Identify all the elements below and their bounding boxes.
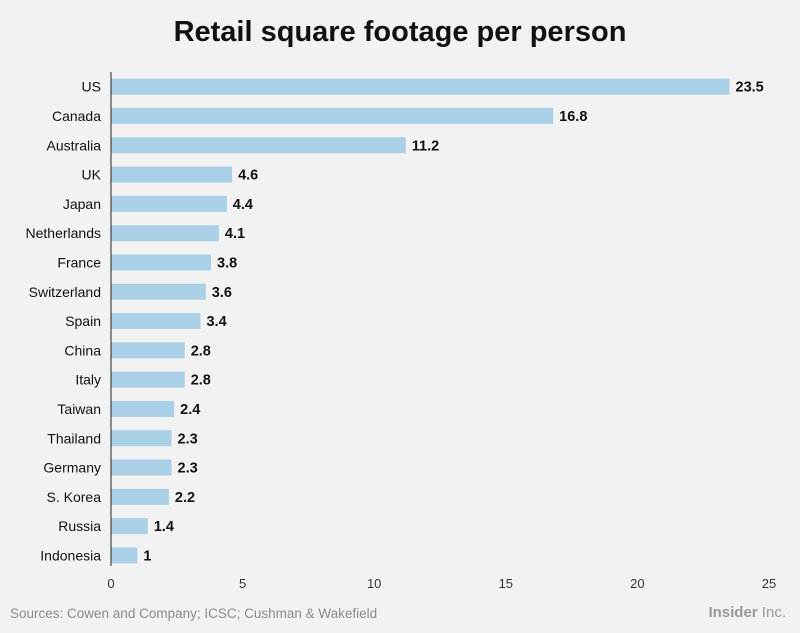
x-tick-label-20: 20 [630, 576, 644, 591]
value-label-uk: 4.6 [238, 168, 258, 184]
category-label-us: US [82, 79, 101, 95]
value-label-russia: 1.4 [154, 519, 174, 535]
bar-canada [111, 107, 554, 124]
value-label-spain: 3.4 [206, 314, 226, 330]
value-label-japan: 4.4 [233, 197, 253, 213]
value-labels: 23.5 16.8 11.2 4.6 4.4 4.1 3.8 3.6 3.4 2.8 2.8 2.4 2… [143, 80, 763, 565]
chart-title: Retail square footage per person [173, 16, 627, 48]
category-label-france: France [57, 254, 101, 270]
bar-indonesia [111, 547, 138, 564]
x-tick-label-10: 10 [367, 576, 381, 591]
category-label-s-korea: S. Korea [47, 489, 102, 505]
bar-germany [111, 459, 172, 476]
value-label-germany: 2.3 [178, 461, 198, 477]
category-labels: US Canada Australia UK Japan Netherlands Franc… [26, 79, 102, 564]
x-tick-label-15: 15 [499, 576, 513, 591]
bar-thailand [111, 430, 172, 447]
category-label-taiwan: Taiwan [57, 401, 101, 417]
bar-s-korea [111, 488, 169, 505]
category-label-china: China [64, 342, 101, 358]
bar-russia [111, 518, 148, 535]
bar-chart: US Canada Australia UK Japan Netherlands Franc… [26, 72, 776, 591]
x-tick-label-25: 25 [762, 576, 776, 591]
source-note: Sources: Cowen and Company; ICSC; Cushma… [10, 606, 378, 621]
brand-suffix: Inc. [757, 604, 786, 621]
value-label-s-korea: 2.2 [175, 490, 195, 506]
bar-netherlands [111, 225, 219, 242]
value-label-italy: 2.8 [191, 373, 211, 389]
bar-australia [111, 137, 406, 154]
value-label-france: 3.8 [217, 255, 237, 271]
bars-layer [111, 78, 730, 564]
category-label-thailand: Thailand [47, 430, 101, 446]
bar-us [111, 78, 730, 95]
bar-spain [111, 313, 201, 330]
bar-japan [111, 195, 227, 212]
value-label-china: 2.8 [191, 343, 211, 359]
category-label-canada: Canada [52, 108, 101, 124]
value-label-taiwan: 2.4 [180, 402, 200, 418]
x-axis-ticks: 0 5 10 15 20 25 [107, 576, 776, 591]
value-label-canada: 16.8 [559, 109, 587, 125]
bar-france [111, 254, 212, 271]
category-label-italy: Italy [75, 372, 101, 388]
category-label-indonesia: Indonesia [40, 547, 101, 563]
category-label-switzerland: Switzerland [29, 284, 101, 300]
bar-china [111, 342, 185, 359]
bar-uk [111, 166, 233, 183]
bar-italy [111, 371, 185, 388]
x-tick-label-0: 0 [107, 576, 114, 591]
category-label-australia: Australia [47, 137, 102, 153]
category-label-russia: Russia [58, 518, 101, 534]
bar-switzerland [111, 283, 206, 300]
value-label-thailand: 2.3 [178, 431, 198, 447]
value-label-netherlands: 4.1 [225, 226, 245, 242]
value-label-switzerland: 3.6 [212, 285, 232, 301]
category-label-netherlands: Netherlands [26, 225, 102, 241]
category-label-spain: Spain [65, 313, 101, 329]
x-tick-label-5: 5 [239, 576, 246, 591]
bar-taiwan [111, 400, 175, 417]
category-label-germany: Germany [43, 460, 101, 476]
value-label-us: 23.5 [736, 80, 764, 96]
category-label-uk: UK [82, 167, 102, 183]
brand-logo: Insider Inc. [708, 604, 786, 621]
value-label-australia: 11.2 [412, 138, 439, 154]
brand-name: Insider [708, 604, 758, 621]
category-label-japan: Japan [63, 196, 101, 212]
value-label-indonesia: 1 [143, 548, 151, 564]
